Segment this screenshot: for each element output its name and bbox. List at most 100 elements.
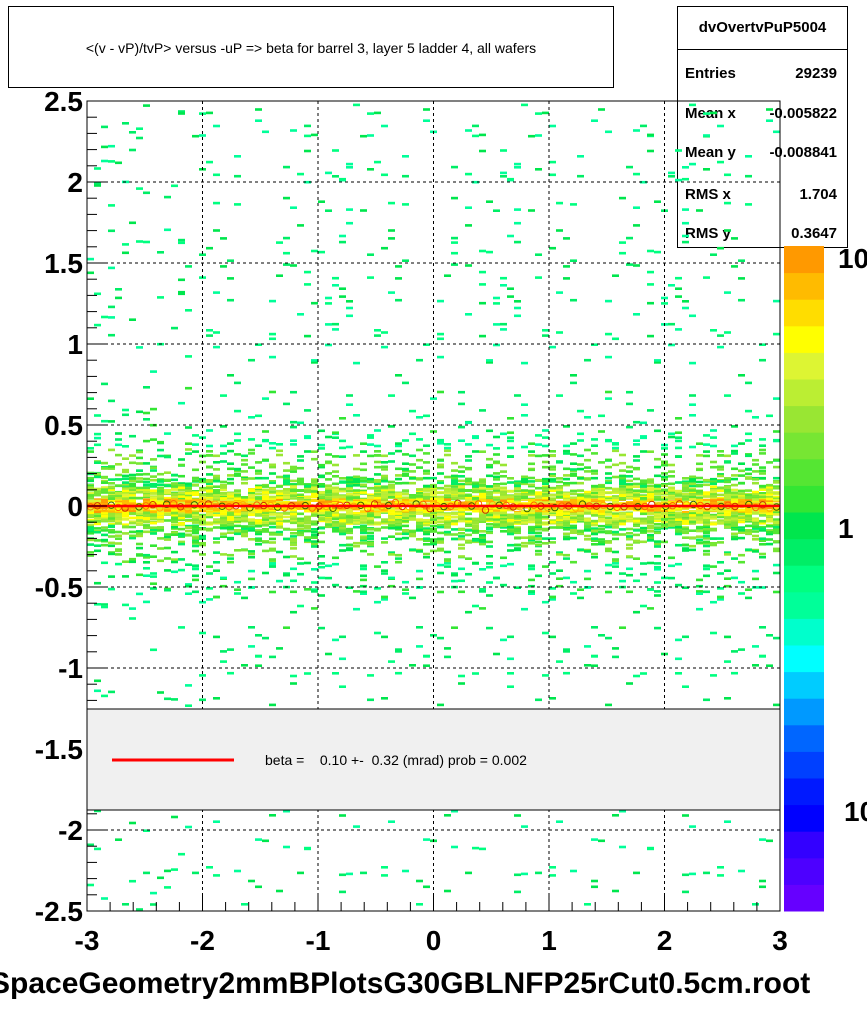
heatmap-cell bbox=[444, 814, 451, 817]
heatmap-cell bbox=[521, 607, 528, 611]
heatmap-cell bbox=[143, 490, 150, 494]
heatmap-cell bbox=[304, 435, 311, 438]
heatmap-cell bbox=[115, 522, 122, 525]
heatmap-cell bbox=[199, 487, 206, 490]
heatmap-cell bbox=[297, 479, 304, 482]
heatmap-cell bbox=[255, 513, 262, 516]
heatmap-cell bbox=[507, 477, 514, 480]
heatmap-cell bbox=[549, 587, 556, 590]
heatmap-cell bbox=[269, 541, 276, 544]
heatmap-cell bbox=[213, 454, 220, 458]
heatmap-cell bbox=[661, 475, 668, 479]
heatmap-cell bbox=[143, 530, 150, 534]
heatmap-cell bbox=[549, 537, 556, 540]
heatmap-cell bbox=[360, 462, 367, 466]
heatmap-cell bbox=[178, 495, 185, 498]
heatmap-cell bbox=[493, 511, 500, 515]
heatmap-cell bbox=[206, 494, 213, 498]
heatmap-cell bbox=[472, 450, 479, 453]
heatmap-cell bbox=[556, 514, 563, 517]
heatmap-cell bbox=[129, 479, 136, 483]
heatmap-cell bbox=[178, 110, 185, 113]
heatmap-cell bbox=[178, 278, 185, 282]
heatmap-cell bbox=[108, 511, 115, 514]
heatmap-cell bbox=[521, 516, 528, 520]
heatmap-cell bbox=[115, 530, 122, 534]
heatmap-cell bbox=[367, 513, 374, 517]
heatmap-cell bbox=[283, 479, 290, 483]
heatmap-cell bbox=[500, 499, 507, 503]
heatmap-cell bbox=[206, 454, 213, 457]
heatmap-cell bbox=[423, 343, 430, 346]
heatmap-cell bbox=[605, 438, 612, 442]
heatmap-cell bbox=[185, 448, 192, 451]
heatmap-cell bbox=[605, 498, 612, 502]
heatmap-cell bbox=[647, 409, 654, 412]
heatmap-cell bbox=[290, 521, 297, 525]
heatmap-cell bbox=[360, 483, 367, 487]
heatmap-cell bbox=[591, 509, 598, 513]
heatmap-cell bbox=[640, 562, 647, 565]
heatmap-cell bbox=[423, 530, 430, 534]
heatmap-cell bbox=[129, 484, 136, 488]
heatmap-cell bbox=[346, 208, 353, 211]
heatmap-cell bbox=[409, 499, 416, 502]
heatmap-cell bbox=[486, 581, 493, 584]
heatmap-cell bbox=[276, 520, 283, 523]
heatmap-cell bbox=[318, 626, 325, 630]
heatmap-cell bbox=[290, 515, 297, 518]
heatmap-cell bbox=[192, 540, 199, 544]
heatmap-cell bbox=[514, 529, 521, 532]
heatmap-cell bbox=[283, 475, 290, 478]
heatmap-cell bbox=[297, 512, 304, 516]
heatmap-cell bbox=[381, 479, 388, 483]
heatmap-cell bbox=[556, 509, 563, 513]
heatmap-cell bbox=[332, 501, 339, 504]
heatmap-cell bbox=[528, 590, 535, 594]
heatmap-cell bbox=[318, 576, 325, 580]
heatmap-cell bbox=[290, 129, 297, 132]
heatmap-cell bbox=[402, 492, 409, 496]
heatmap-cell bbox=[353, 518, 360, 522]
heatmap-cell bbox=[227, 507, 234, 510]
heatmap-cell bbox=[122, 523, 129, 526]
heatmap-cell bbox=[290, 579, 297, 583]
heatmap-cell bbox=[360, 549, 367, 553]
heatmap-cell bbox=[570, 516, 577, 520]
heatmap-cell bbox=[206, 246, 213, 250]
heatmap-cell bbox=[374, 499, 381, 502]
heatmap-cell bbox=[514, 814, 521, 817]
heatmap-cell bbox=[633, 871, 640, 875]
heatmap-cell bbox=[451, 522, 458, 526]
heatmap-cell bbox=[164, 535, 171, 539]
heatmap-cell bbox=[94, 461, 101, 464]
heatmap-cell bbox=[514, 890, 521, 894]
heatmap-cell bbox=[374, 429, 381, 432]
heatmap-cell bbox=[171, 488, 178, 491]
heatmap-cell bbox=[598, 516, 605, 519]
heatmap-cell bbox=[276, 647, 283, 650]
heatmap-cell bbox=[605, 130, 612, 134]
heatmap-cell bbox=[598, 510, 605, 513]
heatmap-cell bbox=[416, 416, 423, 419]
heatmap-cell bbox=[612, 514, 619, 518]
heatmap-cell bbox=[409, 508, 416, 512]
heatmap-cell bbox=[640, 483, 647, 486]
stats-label: RMS x bbox=[685, 186, 731, 203]
heatmap-cell bbox=[402, 518, 409, 521]
heatmap-cell bbox=[528, 454, 535, 457]
heatmap-cell bbox=[262, 495, 269, 499]
heatmap-cell bbox=[465, 533, 472, 537]
heatmap-cell bbox=[241, 525, 248, 528]
heatmap-cell bbox=[647, 530, 654, 533]
heatmap-cell bbox=[269, 525, 276, 529]
heatmap-cell bbox=[395, 560, 402, 564]
heatmap-cell bbox=[290, 467, 297, 471]
heatmap-cell bbox=[367, 496, 374, 499]
stats-value: 29239 bbox=[795, 65, 837, 82]
heatmap-cell bbox=[451, 572, 458, 575]
heatmap-cell bbox=[304, 537, 311, 541]
heatmap-cell bbox=[465, 313, 472, 316]
heatmap-cell bbox=[423, 527, 430, 530]
heatmap-cell bbox=[234, 432, 241, 436]
